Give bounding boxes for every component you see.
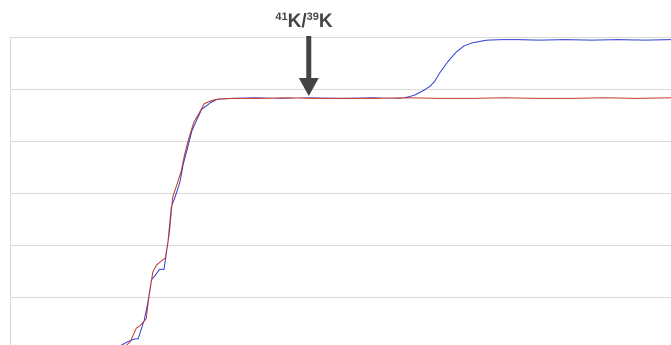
annotation-label: 41K/39K — [275, 11, 333, 32]
ratio-separator: / — [301, 11, 307, 32]
isotope-a-mass: 41 — [275, 11, 287, 23]
isotope-b-element: K — [319, 11, 333, 32]
annotation: 41K/39K — [275, 11, 333, 96]
isotope-a-element: K — [288, 11, 302, 32]
series-line-1 — [120, 39, 671, 345]
series-line-2 — [125, 97, 671, 345]
isotope-b-mass: 39 — [307, 11, 319, 23]
series-group — [120, 39, 671, 345]
gridlines — [10, 37, 671, 298]
arrow-head — [298, 78, 319, 96]
